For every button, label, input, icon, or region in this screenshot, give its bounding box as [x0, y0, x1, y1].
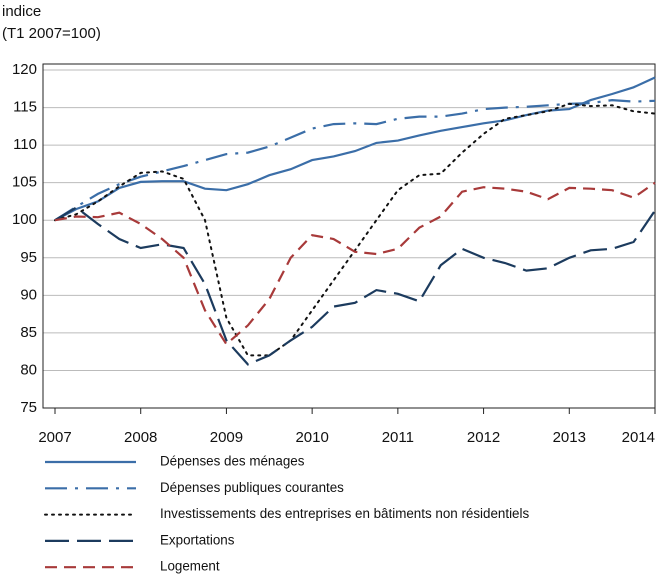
series-line — [54, 98, 656, 222]
y-tick-label: 115 — [13, 99, 37, 116]
x-tick-label: 2007 — [38, 429, 71, 446]
y-tick-label: 85 — [20, 324, 37, 341]
x-tick-label: 2012 — [467, 429, 500, 446]
y-tick-label: 95 — [20, 249, 37, 266]
x-tick-label: 2010 — [295, 429, 328, 446]
legend-label: Investissements des entreprises en bâtim… — [160, 506, 529, 521]
legend-label: Dépenses des ménages — [160, 454, 305, 469]
x-tick-label: 2014 — [622, 429, 655, 446]
y-axis-label: indice — [2, 3, 41, 20]
y-axis-label: (T1 2007=100) — [2, 25, 101, 42]
x-tick-label: 2008 — [124, 429, 157, 446]
legend-label: Exportations — [160, 532, 235, 547]
y-tick-label: 90 — [20, 286, 37, 303]
x-tick-label: 2011 — [382, 429, 414, 446]
x-tick-label: 2009 — [210, 429, 243, 446]
y-tick-label: 110 — [13, 136, 37, 153]
y-tick-label: 100 — [12, 211, 37, 228]
y-tick-label: 80 — [20, 361, 37, 378]
series-line — [54, 102, 656, 357]
series-line — [54, 206, 656, 366]
legend-label: Logement — [160, 559, 220, 574]
x-tick-label: 2013 — [553, 429, 586, 446]
series-line — [54, 181, 656, 346]
series-line — [54, 76, 656, 222]
y-tick-label: 75 — [20, 399, 37, 416]
plot-frame — [42, 63, 656, 409]
y-tick-label: 105 — [12, 174, 37, 191]
legend-label: Dépenses publiques courantes — [160, 480, 344, 495]
y-tick-label: 120 — [12, 61, 37, 78]
